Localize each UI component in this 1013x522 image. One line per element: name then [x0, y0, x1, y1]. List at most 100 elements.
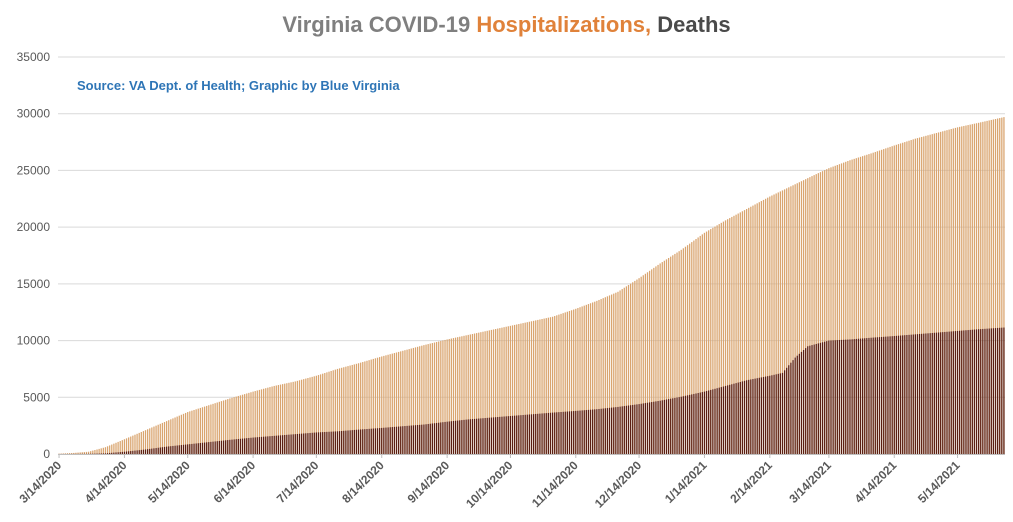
hospitalization-bar — [134, 434, 136, 454]
hospitalization-bar — [322, 373, 324, 454]
death-bar — [786, 367, 788, 454]
hospitalization-bar — [159, 423, 161, 454]
death-bar — [336, 431, 339, 454]
death-bar — [967, 330, 969, 454]
death-bar — [119, 452, 121, 454]
hospitalization-bar — [579, 307, 581, 454]
hospitalization-bar — [918, 137, 921, 454]
death-bar — [539, 413, 541, 454]
hospitalization-bar — [750, 206, 752, 454]
death-bar — [589, 409, 592, 454]
hospitalization-bar — [971, 124, 973, 454]
death-bar — [322, 432, 324, 454]
hospitalization-bar — [745, 208, 748, 454]
death-bar — [429, 423, 431, 454]
death-bar — [849, 339, 851, 454]
death-bar — [950, 331, 952, 454]
hospitalization-bar — [263, 388, 265, 454]
hospitalization-bar — [241, 394, 244, 454]
death-bar — [771, 375, 773, 454]
death-bar — [535, 413, 537, 454]
hospitalization-bar — [859, 156, 862, 454]
death-bar — [511, 415, 514, 454]
hospitalization-bar — [300, 379, 303, 454]
death-bar — [317, 432, 320, 454]
hospitalization-bar — [79, 452, 81, 454]
hospitalization-bar — [880, 149, 883, 455]
death-bar — [486, 417, 488, 454]
death-bar — [362, 429, 364, 454]
hospitalization-bar — [921, 136, 923, 454]
hospitalization-bar — [980, 122, 982, 454]
death-bar — [457, 420, 459, 454]
hospitalization-bar — [174, 417, 176, 454]
hospitalization-bar — [551, 316, 554, 454]
y-tick-label: 15000 — [17, 277, 51, 291]
hospitalization-bar — [678, 251, 680, 454]
hospitalization-bar — [425, 344, 427, 454]
hospitalization-bar — [585, 304, 587, 454]
hospitalization-bar — [931, 134, 933, 455]
death-bar — [773, 374, 775, 454]
hospitalization-bar — [872, 152, 874, 454]
hospitalization-bar — [71, 453, 73, 454]
hospitalization-bar — [792, 185, 794, 454]
hospitalization-bar — [577, 308, 579, 454]
death-bar — [414, 425, 417, 454]
x-tick-label: 5/14/2020 — [145, 458, 193, 506]
death-bar — [235, 439, 237, 454]
hospitalization-bar — [959, 126, 961, 454]
death-bar — [231, 439, 233, 454]
death-bar — [946, 331, 948, 454]
hospitalization-bar — [193, 409, 195, 454]
death-bar — [632, 404, 634, 454]
death-bar — [821, 342, 824, 454]
title-part-hospitalizations: Hospitalizations, — [476, 12, 652, 37]
death-bar — [988, 328, 990, 454]
hospitalization-bar — [345, 366, 347, 454]
hospitalization-bar — [659, 263, 661, 454]
death-bar — [290, 434, 292, 454]
hospitalization-bar — [172, 418, 174, 454]
death-bar — [868, 337, 870, 454]
death-bar — [421, 424, 423, 454]
death-bar — [701, 392, 703, 454]
death-bar — [300, 433, 303, 454]
death-bar — [592, 409, 594, 454]
hospitalization-bar — [402, 350, 404, 454]
hospitalization-bar — [942, 131, 944, 454]
death-bar — [897, 335, 900, 454]
death-bar — [965, 330, 967, 454]
hospitalization-bar — [539, 319, 541, 454]
death-bar — [172, 445, 174, 454]
hospitalization-bar — [796, 183, 798, 454]
death-bar — [929, 333, 931, 454]
death-bar — [509, 416, 512, 454]
death-bar — [499, 416, 501, 454]
hospitalization-bar — [454, 337, 457, 454]
death-bar — [334, 431, 336, 454]
death-bar — [182, 444, 185, 454]
hospitalization-bar — [739, 212, 741, 454]
hospitalization-bar — [317, 375, 320, 454]
death-bar — [220, 440, 223, 454]
hospitalization-bar — [853, 158, 855, 454]
death-bar — [697, 393, 699, 454]
hospitalization-bar — [90, 451, 92, 454]
death-bar — [566, 411, 568, 454]
hospitalization-bar — [946, 130, 948, 454]
hospitalization-bar — [258, 389, 261, 454]
death-bar — [554, 412, 556, 454]
death-bar — [225, 440, 227, 454]
death-bar — [347, 430, 349, 454]
death-bar — [488, 417, 490, 454]
hospitalization-bar — [440, 340, 442, 454]
death-bar — [887, 336, 889, 454]
hospitalization-bar — [914, 138, 916, 454]
death-bar — [840, 339, 843, 454]
death-bar — [551, 412, 554, 454]
death-bar — [663, 399, 666, 454]
hospitalization-bar — [794, 184, 796, 455]
death-bar — [608, 407, 611, 454]
